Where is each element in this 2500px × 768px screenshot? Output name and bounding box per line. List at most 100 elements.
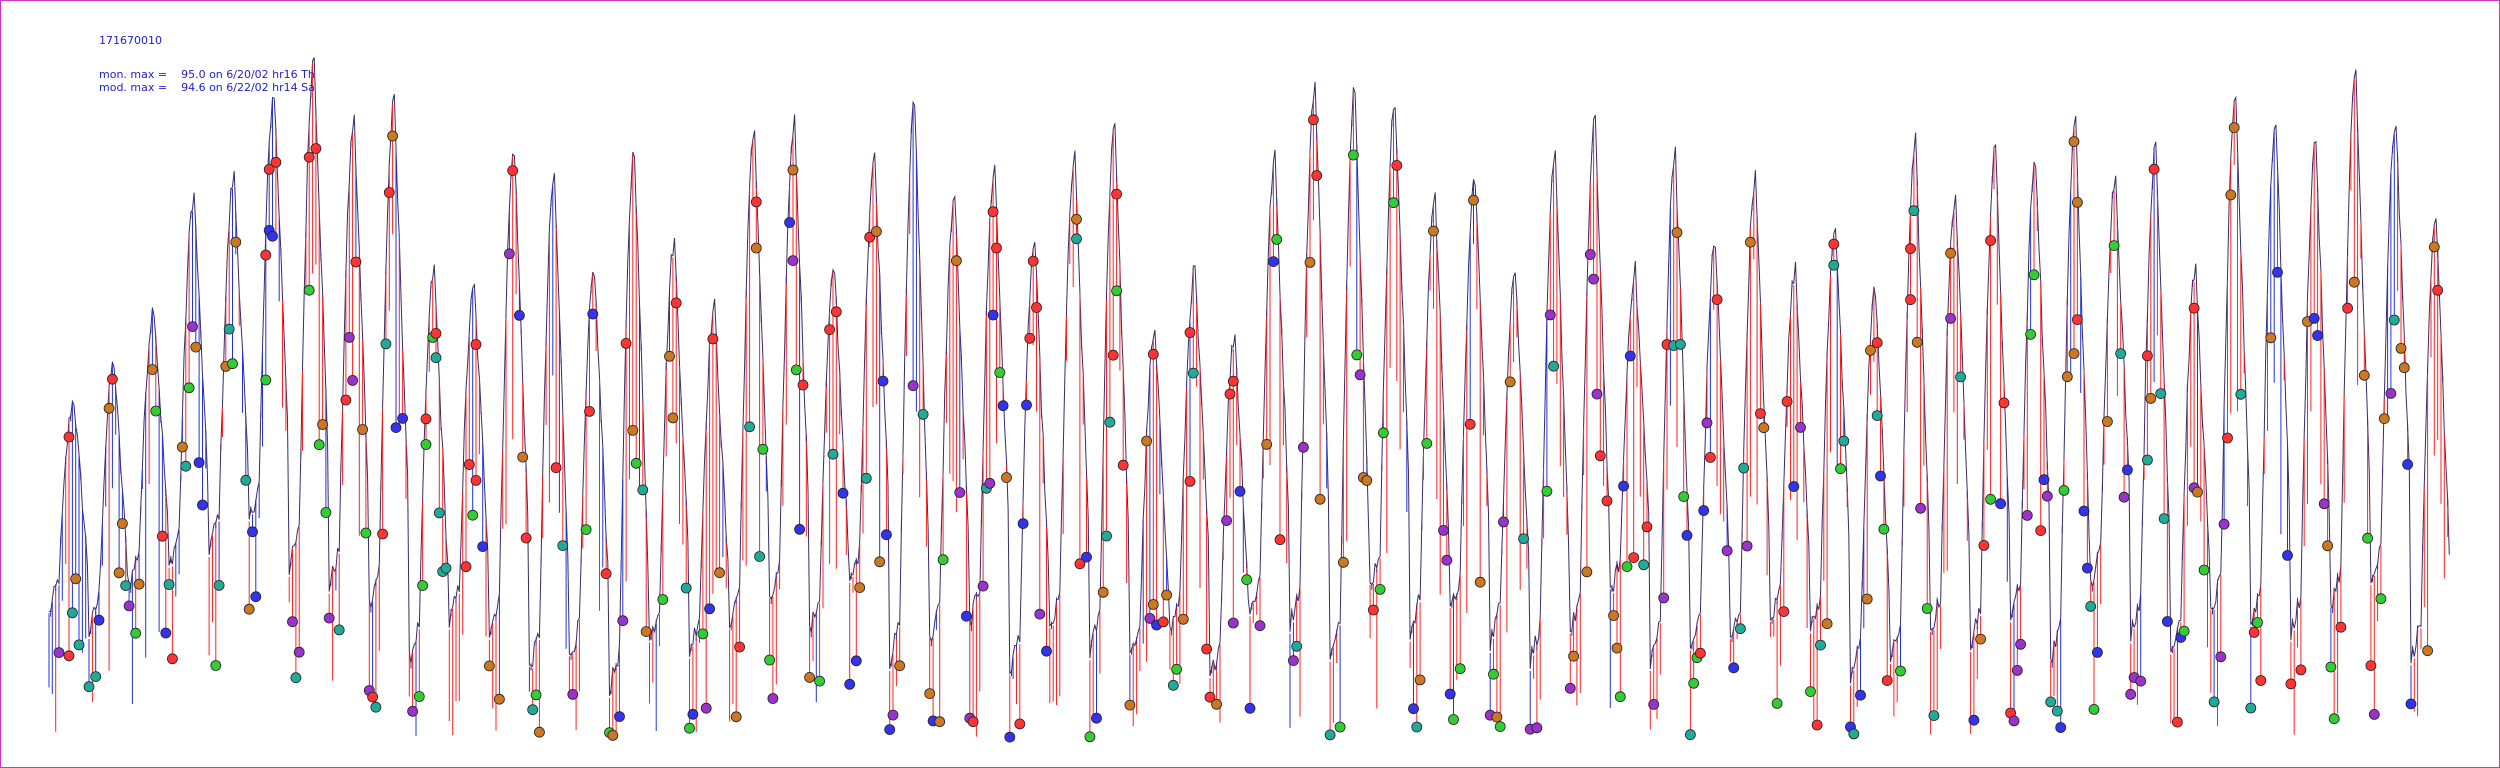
model-point — [797, 379, 809, 391]
observed-point — [2148, 163, 2160, 175]
model-point — [190, 341, 202, 353]
model-point — [1291, 640, 1303, 652]
model-point — [1227, 617, 1239, 629]
observed-point — [263, 163, 275, 175]
model-point — [223, 323, 235, 335]
model-point — [764, 654, 775, 666]
model-point — [350, 256, 362, 268]
model-point — [520, 532, 532, 544]
model-point — [1588, 273, 1599, 285]
model-point — [1314, 493, 1326, 505]
model-point — [2255, 675, 2267, 686]
model-point — [1261, 438, 1273, 450]
model-point — [1564, 682, 1576, 694]
model-point — [894, 660, 906, 672]
model-point — [1611, 642, 1623, 654]
model-point — [1675, 338, 1686, 350]
model-point — [1788, 481, 1800, 492]
observed-point — [1184, 327, 1196, 338]
model-point — [2061, 371, 2073, 383]
model-point — [1334, 721, 1346, 733]
station-id-label: 171670010 — [99, 34, 162, 47]
observed-point — [383, 187, 395, 198]
model-point — [1688, 677, 1700, 689]
model-point — [754, 551, 765, 562]
model-point — [2378, 413, 2390, 425]
model-point — [463, 459, 475, 470]
model-point — [70, 573, 82, 585]
observed-point — [1828, 238, 1840, 250]
model-point — [2008, 715, 2020, 727]
model-point — [2362, 532, 2374, 544]
model-point — [2398, 362, 2410, 374]
model-point — [1998, 397, 2010, 409]
model-point — [2068, 348, 2080, 360]
model-point — [1735, 623, 1746, 635]
model-point — [2198, 564, 2210, 576]
model-point — [2118, 491, 2130, 503]
model-point — [227, 358, 238, 370]
model-point — [1728, 662, 1740, 674]
monitor-max-label: mon. max = 95.0 on 6/20/02 hr16 Th — [99, 68, 315, 81]
model-point — [1464, 418, 1476, 430]
model-point — [1084, 731, 1096, 743]
model-point — [2272, 266, 2283, 278]
model-point — [2038, 474, 2050, 486]
model-point — [397, 412, 409, 424]
observed-point — [2432, 284, 2444, 296]
model-point — [2158, 513, 2170, 524]
model-point — [937, 554, 949, 566]
model-point — [1211, 698, 1222, 710]
model-point — [73, 639, 85, 651]
model-point — [734, 641, 745, 653]
observed-point — [270, 156, 282, 168]
model-point — [1201, 643, 1212, 655]
model-point — [183, 382, 195, 394]
model-point — [1698, 505, 1710, 516]
model-point — [2058, 484, 2070, 496]
model-point — [1544, 309, 1556, 321]
model-point — [1021, 399, 1032, 411]
model-point — [440, 562, 452, 574]
model-point — [804, 672, 815, 683]
model-point — [704, 603, 715, 615]
model-point — [333, 624, 345, 636]
model-point — [1945, 312, 1956, 324]
model-point — [267, 230, 278, 242]
model-point — [1518, 533, 1529, 545]
model-point — [2388, 314, 2400, 326]
model-point — [460, 561, 472, 573]
model-point — [2215, 651, 2227, 663]
model-point — [1271, 233, 1283, 245]
model-point — [367, 691, 379, 703]
model-point — [2028, 269, 2040, 281]
model-point — [1581, 566, 1593, 578]
model-point — [483, 660, 495, 672]
observed-point — [63, 431, 75, 443]
model-point — [433, 507, 445, 519]
model-point — [1374, 584, 1386, 595]
model-point — [984, 477, 996, 489]
model-point — [1911, 336, 1923, 348]
observed-point — [824, 324, 835, 336]
observed-point — [310, 143, 322, 154]
model-point — [1368, 604, 1379, 616]
observed-point — [430, 327, 442, 339]
model-point — [1978, 540, 1990, 551]
model-point — [1244, 702, 1256, 714]
model-point — [2335, 621, 2347, 633]
observed-point — [1027, 255, 1039, 267]
model-point — [530, 689, 542, 701]
model-point — [1041, 645, 1052, 657]
model-point — [1985, 493, 1996, 505]
model-point — [313, 439, 325, 451]
model-point — [1618, 480, 1629, 492]
model-point — [1678, 491, 1690, 503]
model-point — [377, 528, 389, 540]
observed-point — [1224, 388, 1236, 400]
model-point — [2035, 525, 2047, 536]
model-point — [1157, 616, 1169, 628]
model-point — [767, 693, 779, 704]
model-point — [1531, 722, 1543, 734]
model-point — [1705, 451, 1716, 463]
